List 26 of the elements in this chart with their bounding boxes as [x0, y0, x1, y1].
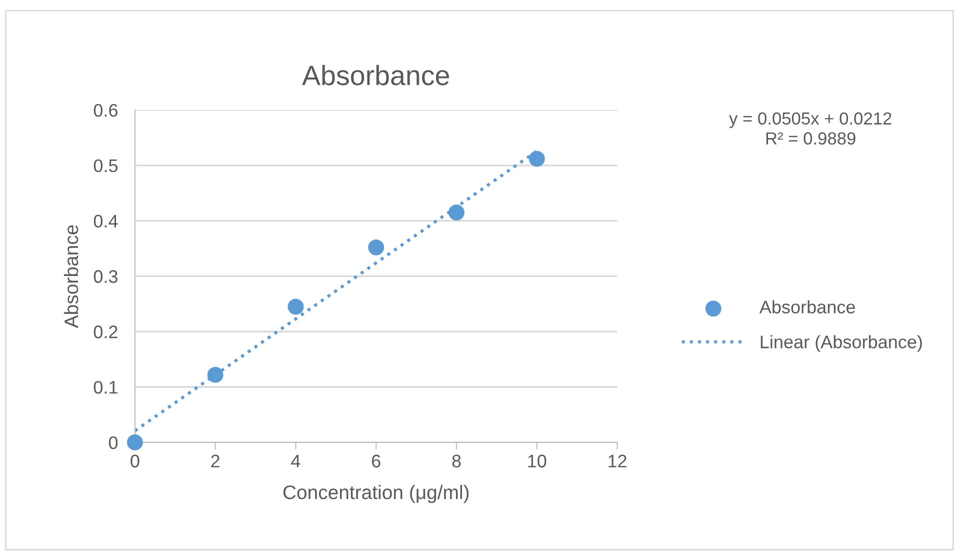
x-axis-title: Concentration (μg/ml)	[283, 484, 469, 504]
point	[288, 298, 304, 315]
x-tick-label: 2	[211, 454, 220, 468]
y-tick-label: 0.5	[94, 159, 118, 172]
x-tick-label: 8	[452, 454, 461, 468]
y-tick-label: 0.2	[94, 326, 118, 338]
y-tick-label: 0	[108, 436, 118, 450]
y-axis-title: Absorbance	[64, 225, 78, 328]
legend-label: Linear (Absorbance)	[760, 335, 922, 352]
legend-label: Absorbance	[759, 300, 855, 314]
point	[448, 204, 464, 220]
x-tick-label: 6	[372, 454, 380, 468]
x-tick-label: 4	[291, 454, 300, 468]
text: y = 0.0505x + 0.0212 R² = 0.9889	[729, 112, 892, 145]
point	[368, 239, 384, 256]
point	[207, 366, 224, 383]
y-tick-label: 0.3	[94, 270, 118, 283]
y-tick-label: 0.1	[94, 380, 118, 394]
x-tick-label: 0	[130, 454, 140, 468]
y-tick-label: 0.4	[94, 214, 118, 228]
x-tick-label: 10	[528, 454, 546, 468]
x-tick-label: 12	[608, 454, 626, 468]
chart-title: Absorbance	[302, 64, 449, 86]
point	[126, 434, 143, 450]
point	[528, 150, 545, 167]
y-tick-label: 0.6	[94, 104, 118, 117]
